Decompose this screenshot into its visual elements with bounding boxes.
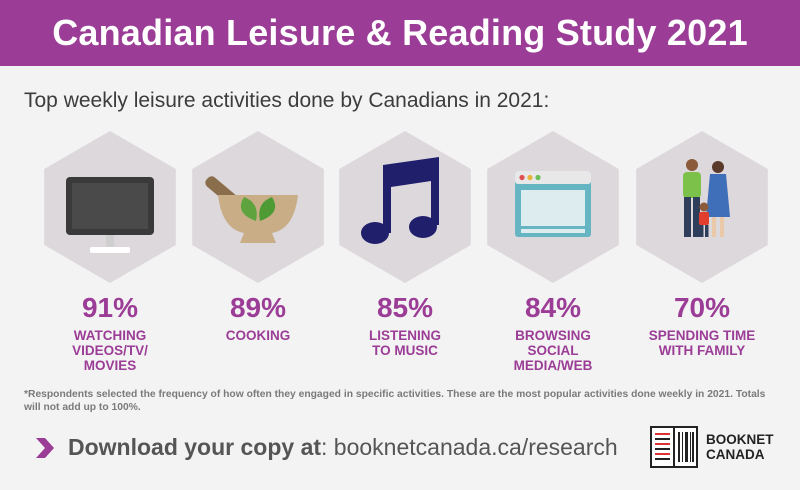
- tv-icon: [66, 177, 154, 253]
- header-banner: Canadian Leisure & Reading Study 2021: [0, 0, 800, 66]
- category-label: WATCHING VIDEOS/TV/MOVIES: [72, 328, 148, 373]
- mortar-pestle-icon: [205, 176, 298, 243]
- page-title: Canadian Leisure & Reading Study 2021: [52, 12, 748, 53]
- booknet-logo: BOOKNET CANADA: [650, 426, 774, 468]
- category-label: COOKING: [226, 328, 291, 343]
- category-label: SPENDING TIME WITH FAMILY: [649, 328, 756, 358]
- hexagon-bg: [339, 131, 471, 283]
- barcode-book-icon: [650, 426, 698, 468]
- chevron-right-icon: [36, 437, 54, 458]
- download-separator: :: [321, 434, 328, 460]
- family-icon: [683, 159, 730, 237]
- download-cta[interactable]: Download your copy at: booknetcanada.ca/…: [34, 434, 618, 461]
- activities-chart: 91% 89% 85% 84% 70% WATCHING VIDEOS/TV/MOVIES…: [44, 131, 768, 373]
- download-label: Download your copy at: [68, 434, 322, 460]
- data-label: 84%: [525, 292, 581, 323]
- footnote: *Respondents selected the frequency of h…: [24, 389, 766, 413]
- data-label: 91%: [82, 292, 138, 323]
- logo-line-1: BOOKNET: [706, 432, 774, 447]
- data-label: 70%: [674, 292, 730, 323]
- data-label: 89%: [230, 292, 286, 323]
- music-note-icon: [361, 157, 439, 244]
- logo-line-2: CANADA: [706, 447, 765, 462]
- browser-window-icon: [515, 171, 591, 237]
- chart-subtitle: Top weekly leisure activities done by Ca…: [24, 89, 550, 112]
- data-label: 85%: [377, 292, 433, 323]
- download-url[interactable]: booknetcanada.ca/research: [327, 434, 618, 460]
- category-label: LISTENING TO MUSIC: [369, 328, 441, 358]
- category-label: BROWSING SOCIAL MEDIA/WEB: [514, 328, 593, 373]
